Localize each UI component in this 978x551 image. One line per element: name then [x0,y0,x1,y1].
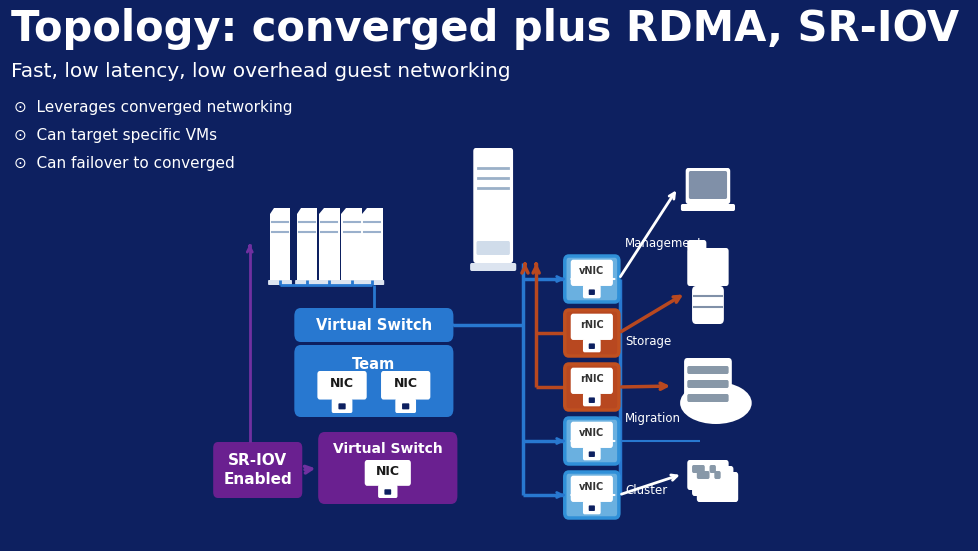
FancyBboxPatch shape [689,171,727,199]
FancyBboxPatch shape [380,371,430,399]
FancyBboxPatch shape [294,280,319,285]
FancyBboxPatch shape [472,148,512,263]
FancyBboxPatch shape [709,465,715,473]
FancyBboxPatch shape [564,364,618,410]
FancyBboxPatch shape [570,368,612,394]
Text: Topology: converged plus RDMA, SR-IOV: Topology: converged plus RDMA, SR-IOV [11,8,958,50]
Polygon shape [296,208,317,280]
FancyBboxPatch shape [564,418,618,464]
FancyBboxPatch shape [402,403,409,409]
Text: Virtual Switch: Virtual Switch [316,317,431,332]
FancyBboxPatch shape [685,168,730,204]
FancyBboxPatch shape [691,465,704,473]
FancyBboxPatch shape [588,397,595,403]
FancyBboxPatch shape [378,485,397,498]
FancyBboxPatch shape [588,343,595,349]
FancyBboxPatch shape [691,286,723,324]
FancyBboxPatch shape [339,280,363,285]
Text: vNIC: vNIC [579,482,603,492]
FancyBboxPatch shape [714,471,720,479]
Text: rNIC: rNIC [579,374,603,384]
Ellipse shape [680,382,751,424]
FancyBboxPatch shape [213,442,302,498]
FancyBboxPatch shape [318,432,457,504]
FancyBboxPatch shape [582,393,600,406]
FancyBboxPatch shape [687,240,706,251]
FancyBboxPatch shape [719,477,725,485]
FancyBboxPatch shape [696,472,737,502]
FancyBboxPatch shape [588,505,595,511]
FancyBboxPatch shape [582,285,600,298]
FancyBboxPatch shape [469,263,515,271]
Text: vNIC: vNIC [579,266,603,276]
Text: ⊙  Leverages converged networking: ⊙ Leverages converged networking [15,100,292,115]
FancyBboxPatch shape [687,248,728,286]
FancyBboxPatch shape [696,471,709,479]
FancyBboxPatch shape [687,394,728,402]
FancyBboxPatch shape [582,501,600,514]
FancyBboxPatch shape [570,422,612,448]
Polygon shape [362,208,382,280]
Polygon shape [269,208,290,280]
FancyBboxPatch shape [582,339,600,352]
Text: Cluster: Cluster [625,484,667,498]
FancyBboxPatch shape [476,241,510,255]
FancyBboxPatch shape [691,466,733,496]
FancyBboxPatch shape [684,358,732,413]
FancyBboxPatch shape [332,398,352,413]
Text: Migration: Migration [625,412,681,425]
FancyBboxPatch shape [570,314,612,340]
Polygon shape [341,208,362,280]
FancyBboxPatch shape [294,308,453,342]
FancyBboxPatch shape [564,472,618,518]
Text: NIC: NIC [393,377,418,390]
FancyBboxPatch shape [395,398,416,413]
FancyBboxPatch shape [564,310,618,356]
Text: ⊙  Can failover to converged: ⊙ Can failover to converged [15,156,235,171]
FancyBboxPatch shape [268,280,291,285]
FancyBboxPatch shape [564,256,618,302]
FancyBboxPatch shape [570,260,612,286]
FancyBboxPatch shape [687,380,728,388]
FancyBboxPatch shape [582,447,600,460]
Text: vNIC: vNIC [579,428,603,438]
FancyBboxPatch shape [687,366,728,374]
Text: ⊙  Can target specific VMs: ⊙ Can target specific VMs [15,128,217,143]
Text: NIC: NIC [376,465,399,478]
Text: Team: Team [352,357,395,372]
Polygon shape [319,208,339,280]
FancyBboxPatch shape [294,345,453,417]
Text: SR-IOV
Enabled: SR-IOV Enabled [223,453,291,487]
Text: rNIC: rNIC [579,320,603,330]
FancyBboxPatch shape [588,289,595,295]
FancyBboxPatch shape [365,460,411,486]
FancyBboxPatch shape [681,204,734,211]
FancyBboxPatch shape [338,403,345,409]
FancyBboxPatch shape [570,476,612,502]
Text: Storage: Storage [625,335,671,348]
FancyBboxPatch shape [687,460,728,490]
Text: Management: Management [625,237,702,250]
FancyBboxPatch shape [701,477,714,485]
FancyBboxPatch shape [588,451,595,457]
Text: Fast, low latency, low overhead guest networking: Fast, low latency, low overhead guest ne… [11,62,511,81]
Text: NIC: NIC [330,377,354,390]
FancyBboxPatch shape [360,280,383,285]
FancyBboxPatch shape [384,489,391,495]
Text: Virtual Switch: Virtual Switch [333,442,442,456]
FancyBboxPatch shape [317,280,341,285]
FancyBboxPatch shape [317,371,367,399]
